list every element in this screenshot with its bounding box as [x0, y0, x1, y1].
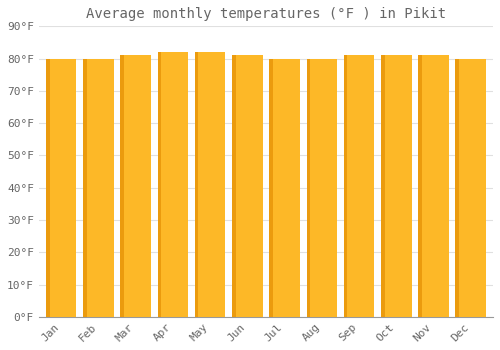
Bar — [344, 55, 347, 317]
Bar — [456, 58, 486, 317]
Bar — [344, 55, 374, 317]
Bar — [306, 58, 310, 317]
Bar — [195, 52, 198, 317]
Bar — [270, 58, 273, 317]
Title: Average monthly temperatures (°F ) in Pikit: Average monthly temperatures (°F ) in Pi… — [86, 7, 446, 21]
Bar — [83, 58, 114, 317]
Bar — [120, 55, 151, 317]
Bar — [158, 52, 188, 317]
Bar — [120, 55, 124, 317]
Bar — [306, 58, 337, 317]
Bar — [232, 55, 262, 317]
Bar — [158, 52, 161, 317]
Bar — [195, 52, 226, 317]
Bar — [46, 58, 50, 317]
Bar — [456, 58, 459, 317]
Bar — [270, 58, 300, 317]
Bar — [46, 58, 76, 317]
Bar — [83, 58, 87, 317]
Bar — [381, 55, 384, 317]
Bar — [232, 55, 235, 317]
Bar — [381, 55, 412, 317]
Bar — [418, 55, 448, 317]
Bar — [418, 55, 422, 317]
